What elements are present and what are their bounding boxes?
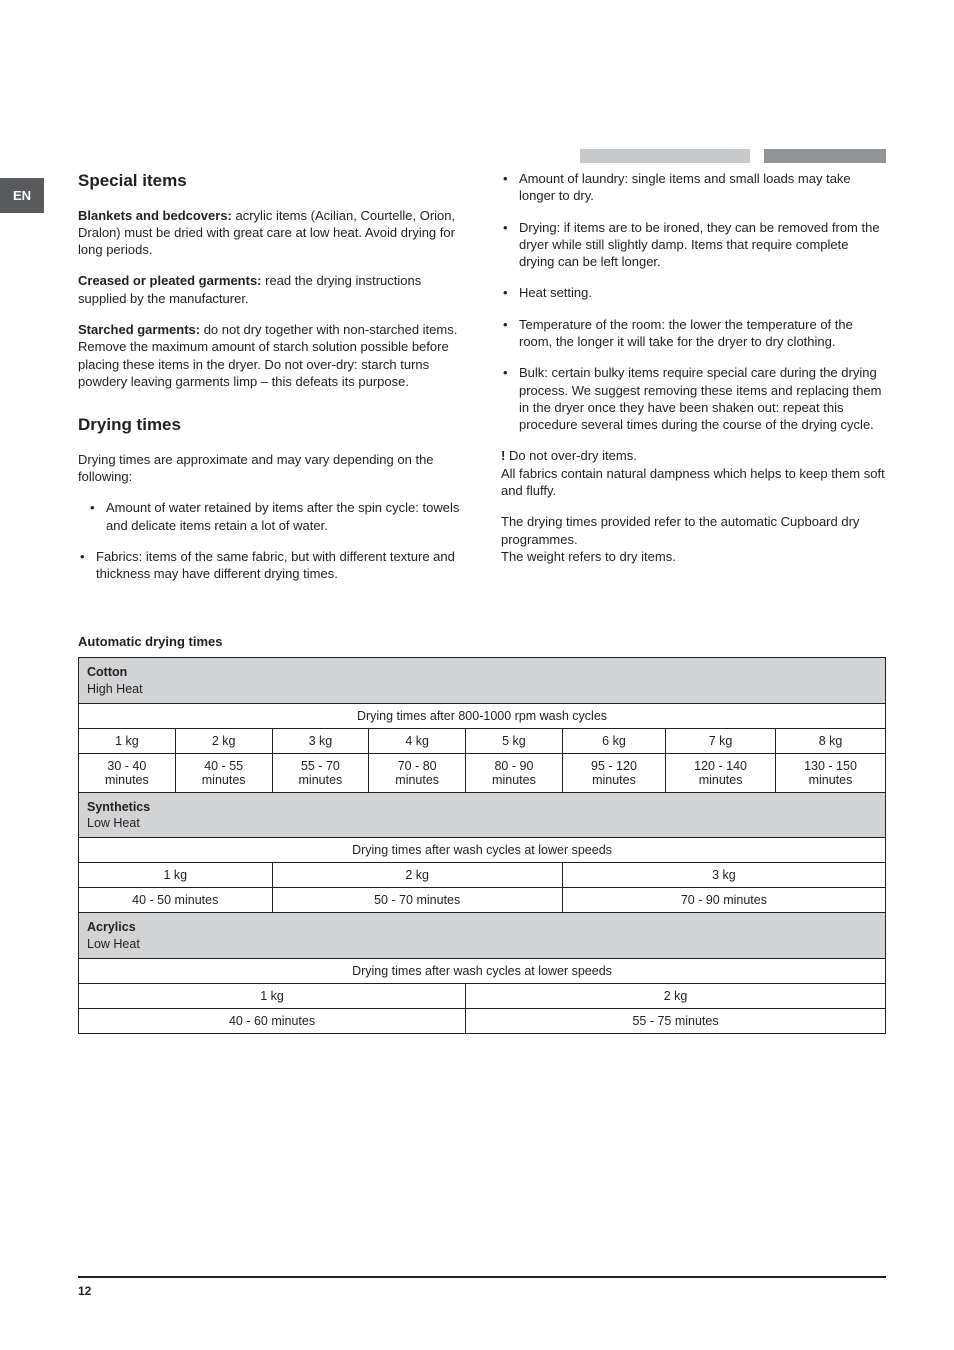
acryl-name: Acrylics	[87, 919, 877, 935]
cotton-w-1: 2 kg	[175, 728, 272, 753]
synth-t-2: 70 - 90 minutes	[562, 888, 885, 913]
acryl-t-1: 55 - 75 minutes	[466, 1008, 886, 1033]
paragraph-creased: Creased or pleated garments: read the dr…	[78, 272, 463, 307]
lead-creased: Creased or pleated garments:	[78, 273, 262, 288]
cotton-subhead: Drying times after 800-1000 rpm wash cyc…	[79, 703, 886, 728]
synth-subhead: Drying times after wash cycles at lower …	[79, 838, 886, 863]
synth-name: Synthetics	[87, 799, 877, 815]
cotton-time-row: 30 - 40 minutes 40 - 55 minutes 55 - 70 …	[79, 753, 886, 792]
header-decorative-bars	[580, 149, 886, 163]
acryl-weight-row: 1 kg 2 kg	[79, 983, 886, 1008]
acryl-w-1: 2 kg	[466, 983, 886, 1008]
synth-heat: Low Heat	[87, 816, 140, 830]
left-column: Special items Blankets and bedcovers: ac…	[78, 170, 463, 596]
cotton-w-4: 5 kg	[466, 728, 563, 753]
cotton-heat: High Heat	[87, 682, 143, 696]
cotton-name: Cotton	[87, 664, 877, 680]
cotton-t-1: 40 - 55 minutes	[175, 753, 272, 792]
table-title: Automatic drying times	[78, 634, 886, 649]
warning-text: Do not over-dry items.	[505, 448, 637, 463]
bullet-drying: Drying: if items are to be ironed, they …	[501, 219, 886, 271]
bullet-bulk: Bulk: certain bulky items require specia…	[501, 364, 886, 433]
synth-header-cell: Synthetics Low Heat	[79, 792, 886, 838]
header-bar-dark	[764, 149, 886, 163]
page-number: 12	[78, 1284, 91, 1298]
cotton-t-4: 80 - 90 minutes	[466, 753, 563, 792]
paragraph-weight: The weight refers to dry items.	[501, 548, 886, 565]
paragraph-blankets: Blankets and bedcovers: acrylic items (A…	[78, 207, 463, 259]
acryl-w-0: 1 kg	[79, 983, 466, 1008]
acryl-t-0: 40 - 60 minutes	[79, 1008, 466, 1033]
synth-t-0: 40 - 50 minutes	[79, 888, 273, 913]
right-column: Amount of laundry: single items and smal…	[501, 170, 886, 596]
cotton-w-2: 3 kg	[272, 728, 369, 753]
acryl-time-row: 40 - 60 minutes 55 - 75 minutes	[79, 1008, 886, 1033]
warning-body: All fabrics contain natural dampness whi…	[501, 465, 886, 500]
paragraph-starched: Starched garments: do not dry together w…	[78, 321, 463, 390]
bullet-water: Amount of water retained by items after …	[78, 499, 463, 534]
acryl-subhead: Drying times after wash cycles at lower …	[79, 958, 886, 983]
acryl-heat: Low Heat	[87, 937, 140, 951]
header-bar-light	[580, 149, 750, 163]
paragraph-refer: The drying times provided refer to the a…	[501, 513, 886, 548]
synth-w-2: 3 kg	[562, 863, 885, 888]
paragraph-drying-intro: Drying times are approximate and may var…	[78, 451, 463, 486]
left-bullet-list: Amount of water retained by items after …	[78, 499, 463, 582]
synth-t-1: 50 - 70 minutes	[272, 888, 562, 913]
lead-starched: Starched garments:	[78, 322, 200, 337]
cotton-t-3: 70 - 80 minutes	[369, 753, 466, 792]
drying-times-table: Cotton High Heat Drying times after 800-…	[78, 657, 886, 1034]
cotton-w-0: 1 kg	[79, 728, 176, 753]
cotton-w-5: 6 kg	[562, 728, 665, 753]
bullet-temperature: Temperature of the room: the lower the t…	[501, 316, 886, 351]
cotton-t-2: 55 - 70 minutes	[272, 753, 369, 792]
cotton-w-6: 7 kg	[666, 728, 776, 753]
bullet-heat: Heat setting.	[501, 284, 886, 301]
bullet-amount: Amount of laundry: single items and smal…	[501, 170, 886, 205]
language-tab: EN	[0, 178, 44, 213]
acryl-header-cell: Acrylics Low Heat	[79, 913, 886, 959]
cotton-t-6: 120 - 140 minutes	[666, 753, 776, 792]
synth-w-1: 2 kg	[272, 863, 562, 888]
synth-weight-row: 1 kg 2 kg 3 kg	[79, 863, 886, 888]
cotton-w-7: 8 kg	[776, 728, 886, 753]
footer-rule	[78, 1276, 886, 1278]
cotton-w-3: 4 kg	[369, 728, 466, 753]
cotton-t-5: 95 - 120 minutes	[562, 753, 665, 792]
heading-special-items: Special items	[78, 170, 463, 193]
cotton-t-0: 30 - 40 minutes	[79, 753, 176, 792]
bullet-fabrics: Fabrics: items of the same fabric, but w…	[78, 548, 463, 583]
synth-w-0: 1 kg	[79, 863, 273, 888]
cotton-weight-row: 1 kg 2 kg 3 kg 4 kg 5 kg 6 kg 7 kg 8 kg	[79, 728, 886, 753]
synth-time-row: 40 - 50 minutes 50 - 70 minutes 70 - 90 …	[79, 888, 886, 913]
lead-blankets: Blankets and bedcovers:	[78, 208, 232, 223]
body-columns: Special items Blankets and bedcovers: ac…	[78, 170, 886, 596]
warning-line: ! Do not over-dry items.	[501, 447, 886, 464]
cotton-header-cell: Cotton High Heat	[79, 658, 886, 704]
cotton-t-7: 130 - 150 minutes	[776, 753, 886, 792]
right-bullet-list: Amount of laundry: single items and smal…	[501, 170, 886, 433]
heading-drying-times: Drying times	[78, 414, 463, 437]
